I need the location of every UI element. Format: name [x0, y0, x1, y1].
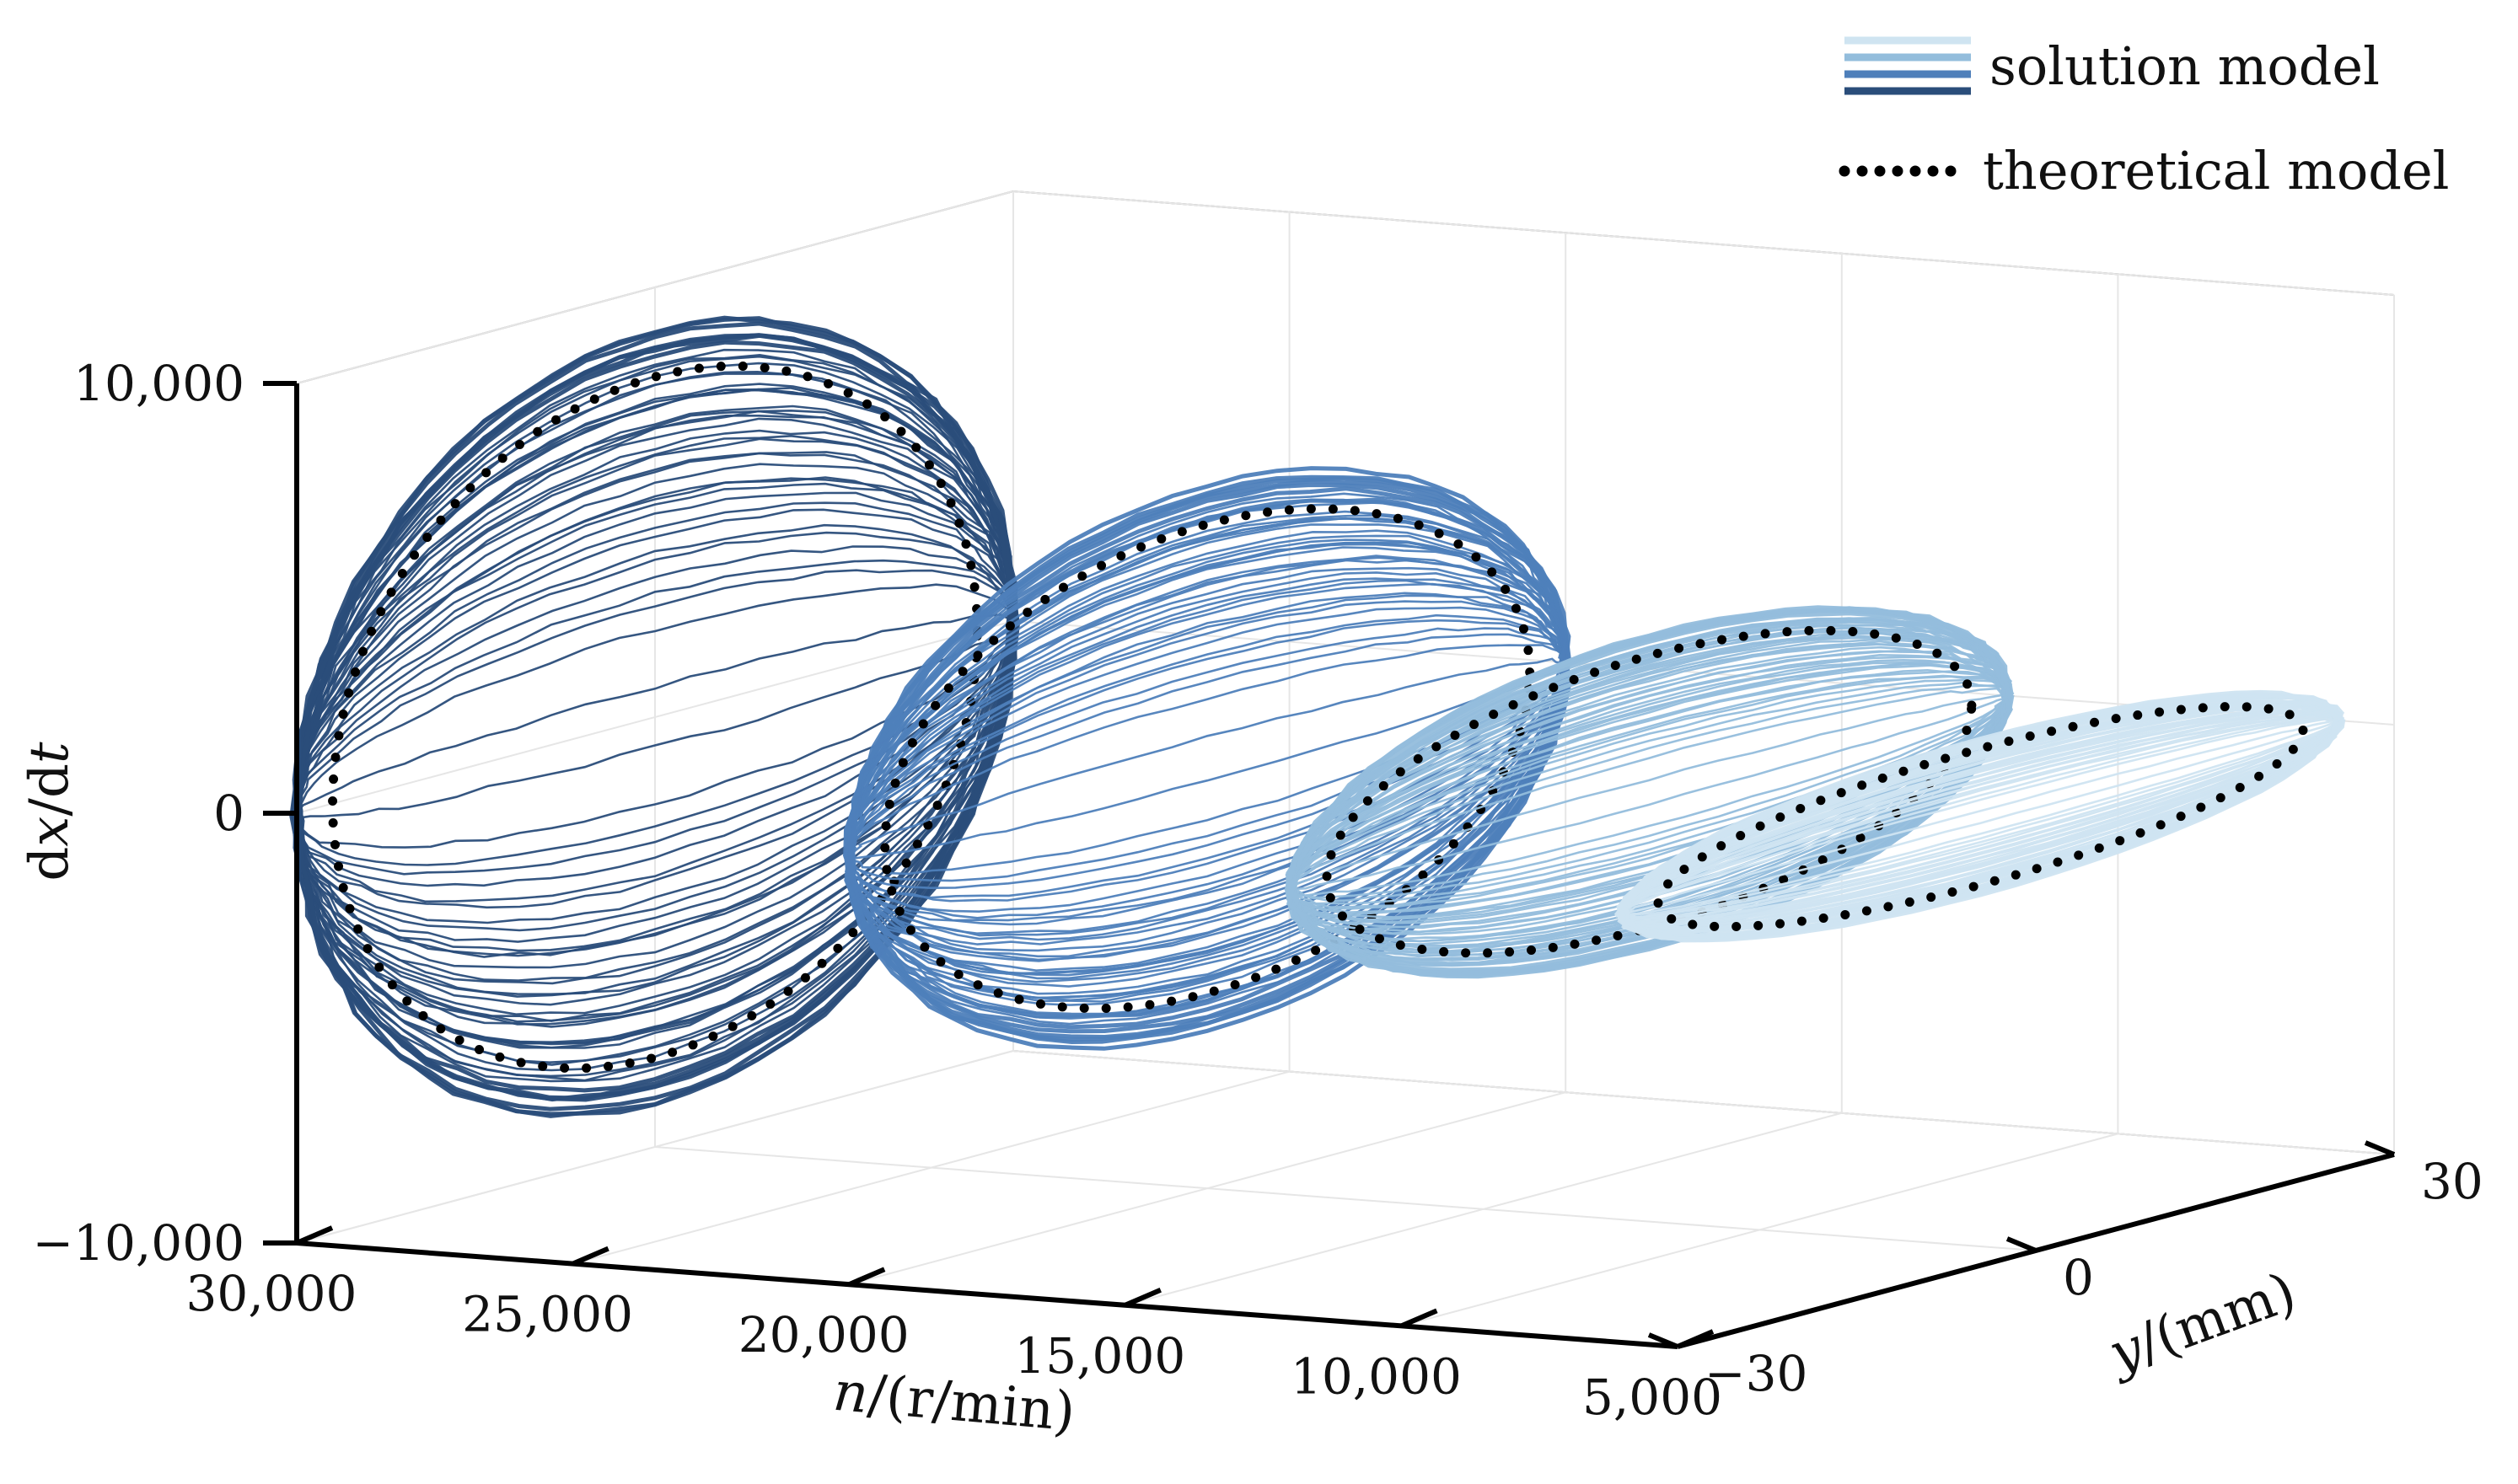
z-tick-label: 0: [213, 785, 244, 842]
grid-line-v-side: [296, 620, 1014, 814]
z-tick-label: −10,000: [32, 1214, 244, 1272]
back-panes: [296, 190, 2395, 1155]
grid-line-y-floor: [654, 1146, 2037, 1251]
n-tick: [848, 1267, 886, 1287]
legend-label-solution: solution model: [1989, 35, 2380, 97]
n-tick-label: 5,000: [1582, 1369, 1722, 1426]
solution-curve: [289, 321, 1021, 1112]
theoretical-curve: [327, 361, 982, 1074]
y-tick: [2005, 1236, 2037, 1253]
z-tick-label: 10,000: [73, 355, 244, 412]
n-axis-line: [296, 1240, 1678, 1349]
z-axis-title: dx/dt: [19, 742, 81, 881]
y-tick-label: −30: [1705, 1345, 1807, 1402]
legend: solution model theoretical model: [1839, 35, 2450, 201]
series-layer: [289, 315, 2346, 1118]
grid-line-v-back: [1012, 1050, 2395, 1155]
solution-curve: [1617, 689, 2345, 943]
n-tick-label: 30,000: [186, 1265, 357, 1322]
n-axis-title-italic: n: [831, 1361, 872, 1426]
y-tick-label: 30: [2421, 1153, 2483, 1210]
z-axis-title-italic-1: x: [19, 817, 81, 847]
z-axis-title-italic-2: t: [19, 742, 81, 763]
grid-line-v-side: [296, 190, 1014, 384]
legend-swatch-solution: [1844, 36, 1971, 95]
y-axis-title: y/(mm): [2099, 1261, 2304, 1386]
z-axis-title-mid: /d: [19, 763, 81, 817]
n-tick: [1124, 1288, 1162, 1308]
theoretical-curve: [1653, 701, 2308, 932]
n-tick-label: 20,000: [738, 1306, 910, 1363]
grid-line-v-side: [296, 1050, 1014, 1244]
theoretical-curve: [880, 504, 1535, 1014]
y-tick-label: 0: [2063, 1249, 2094, 1306]
n-tick: [1400, 1308, 1438, 1329]
grid-line-v-back: [1012, 190, 2395, 296]
legend-label-theoretical: theoretical model: [1983, 140, 2450, 201]
n-tick: [1676, 1329, 1715, 1349]
series-6000: [1613, 689, 2346, 943]
n-tick: [572, 1246, 609, 1267]
axes-layer: 30,000 25,000 20,000 15,000 10,000 5,000−30 0 3…: [32, 355, 2483, 1426]
z-axis-title-pre: d: [19, 847, 81, 881]
theoretical-curve: [1322, 625, 1977, 958]
n-tick: [295, 1225, 334, 1246]
y-tick: [2364, 1140, 2396, 1157]
n-tick-label: 10,000: [1291, 1347, 1462, 1405]
y-tick: [1647, 1332, 1679, 1349]
n-tick-label: 25,000: [462, 1286, 633, 1343]
y-axis-title-rest: /(mm): [2130, 1261, 2305, 1375]
n-tick-label: 15,000: [1014, 1327, 1185, 1385]
